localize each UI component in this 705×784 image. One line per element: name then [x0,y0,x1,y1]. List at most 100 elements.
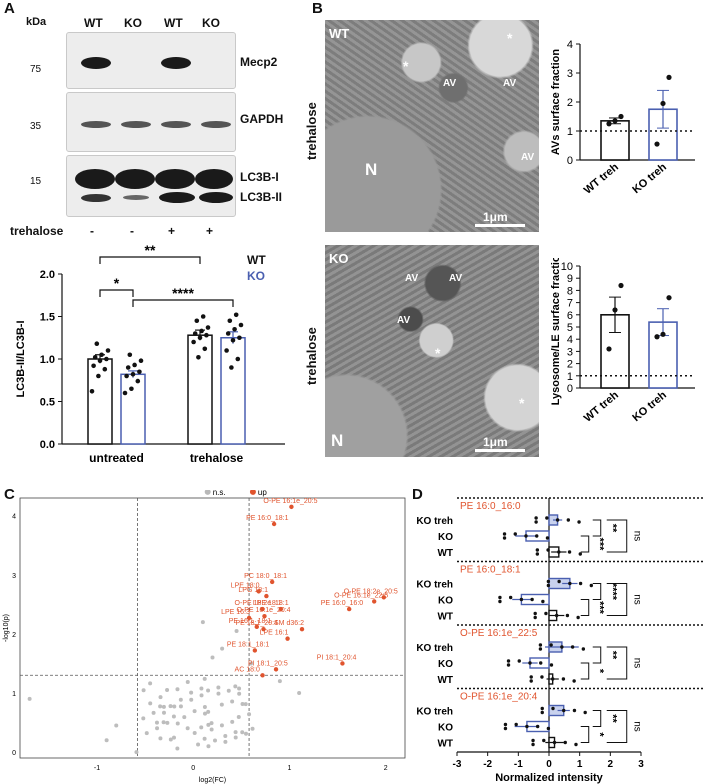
data-point [618,282,624,289]
significance-mark: ns [632,531,643,542]
data-point [238,322,244,328]
legend-ns-label: n.s. [213,490,226,497]
ns-point [199,693,204,698]
up-point [278,606,284,612]
ns-point [168,704,173,709]
ns-point [219,702,224,707]
ns-point [168,737,173,742]
point-label: O-PE 16:1e_20:5 [263,498,317,505]
legend-up-marker [249,490,256,495]
ns-point [237,686,242,691]
category-label: KO treh [630,161,669,196]
y-tick-label: 2 [567,359,573,371]
data-point [578,581,583,586]
data-point [581,647,586,651]
data-point [534,520,538,524]
y-tick-label: 0.0 [40,439,55,451]
lane-label-2: KO [124,16,142,30]
up-point [273,667,279,672]
y-tick-label: 2 [567,97,573,109]
data-point [130,372,136,377]
up-point [262,613,267,619]
significance-bracket [580,662,590,680]
legend-up-label: up [258,490,267,497]
data-point [104,356,109,362]
em-corner-label: KO [329,251,349,266]
bar [87,358,113,445]
volcano-plot: -1 0 1 2 0 1 2 3 4 log2(FC) -log10(p) O-PE 16:1e_20… [3,490,406,784]
y-tick-label: 3 [12,573,16,580]
legend-ko: KO [247,269,265,283]
data-point [606,346,612,352]
ns-point [226,688,231,693]
data-point [194,318,200,324]
band [161,121,191,128]
ns-point [250,726,255,731]
treatment-label: trehalose [10,224,64,238]
data-point [583,710,587,715]
x-tick-label: 2 [384,765,388,772]
data-point [540,675,544,679]
data-point [538,647,543,651]
data-point [567,550,572,554]
ns-point [240,702,245,707]
point-label: LPE 16:3 [221,609,250,616]
y-tick-label: 2.0 [40,269,55,281]
data-point [577,520,581,524]
x-tick-label: -1 [514,759,523,770]
group-label: untreated [89,451,144,465]
y-tick-label: 3 [567,68,573,80]
up-point [372,599,377,604]
panel-label-c: C [4,486,15,503]
ns-point [189,697,194,702]
panel-label-d: D [412,486,423,503]
x-tick-label: 0 [546,759,552,770]
x-tick-label: -3 [453,759,462,770]
band [155,169,195,189]
avs-surface-chart: 0 1 2 3 4 AVs surface fraction WT treh KO treh [550,39,695,197]
ns-point [233,730,238,735]
y-tick-label: 3 [567,346,573,358]
data-point [192,331,198,336]
data-point [562,708,566,713]
y-tick-label: 0 [567,383,573,395]
up-point [260,606,265,612]
row-label: KO treh [416,516,453,527]
bar [187,334,213,445]
significance-mark: *** [594,601,606,615]
data-point [535,534,539,538]
data-point [540,710,544,715]
point-label: PC 18:0_18:1 [244,573,287,580]
ns-point [148,701,153,706]
data-point [233,312,239,318]
significance-mark: ** [607,714,619,723]
point-label: O-PE 16:1e_20:4 [236,607,290,614]
data-point [660,100,666,107]
ns-point [223,734,228,739]
data-point [506,663,511,667]
ns-point [202,704,207,709]
data-point [224,348,229,353]
ns-point [210,655,215,660]
data-point [660,331,666,337]
category-label: KO treh [630,389,669,424]
data-point [502,536,507,540]
row-label: WT [437,548,453,559]
data-point [589,583,594,588]
ns-point [247,712,252,717]
ns-point [220,646,225,651]
data-point [531,738,535,743]
data-point [546,548,550,552]
ns-point [209,727,214,732]
y-tick-label: 0 [567,155,573,167]
ns-point [237,691,242,696]
treatment-sign: - [90,224,94,238]
ns-point [158,695,163,700]
row-label: WT [437,675,453,686]
ns-point [27,696,32,701]
ns-point [240,730,245,735]
ns-point [249,661,253,666]
data-point [513,532,517,536]
ns-point [213,738,218,743]
